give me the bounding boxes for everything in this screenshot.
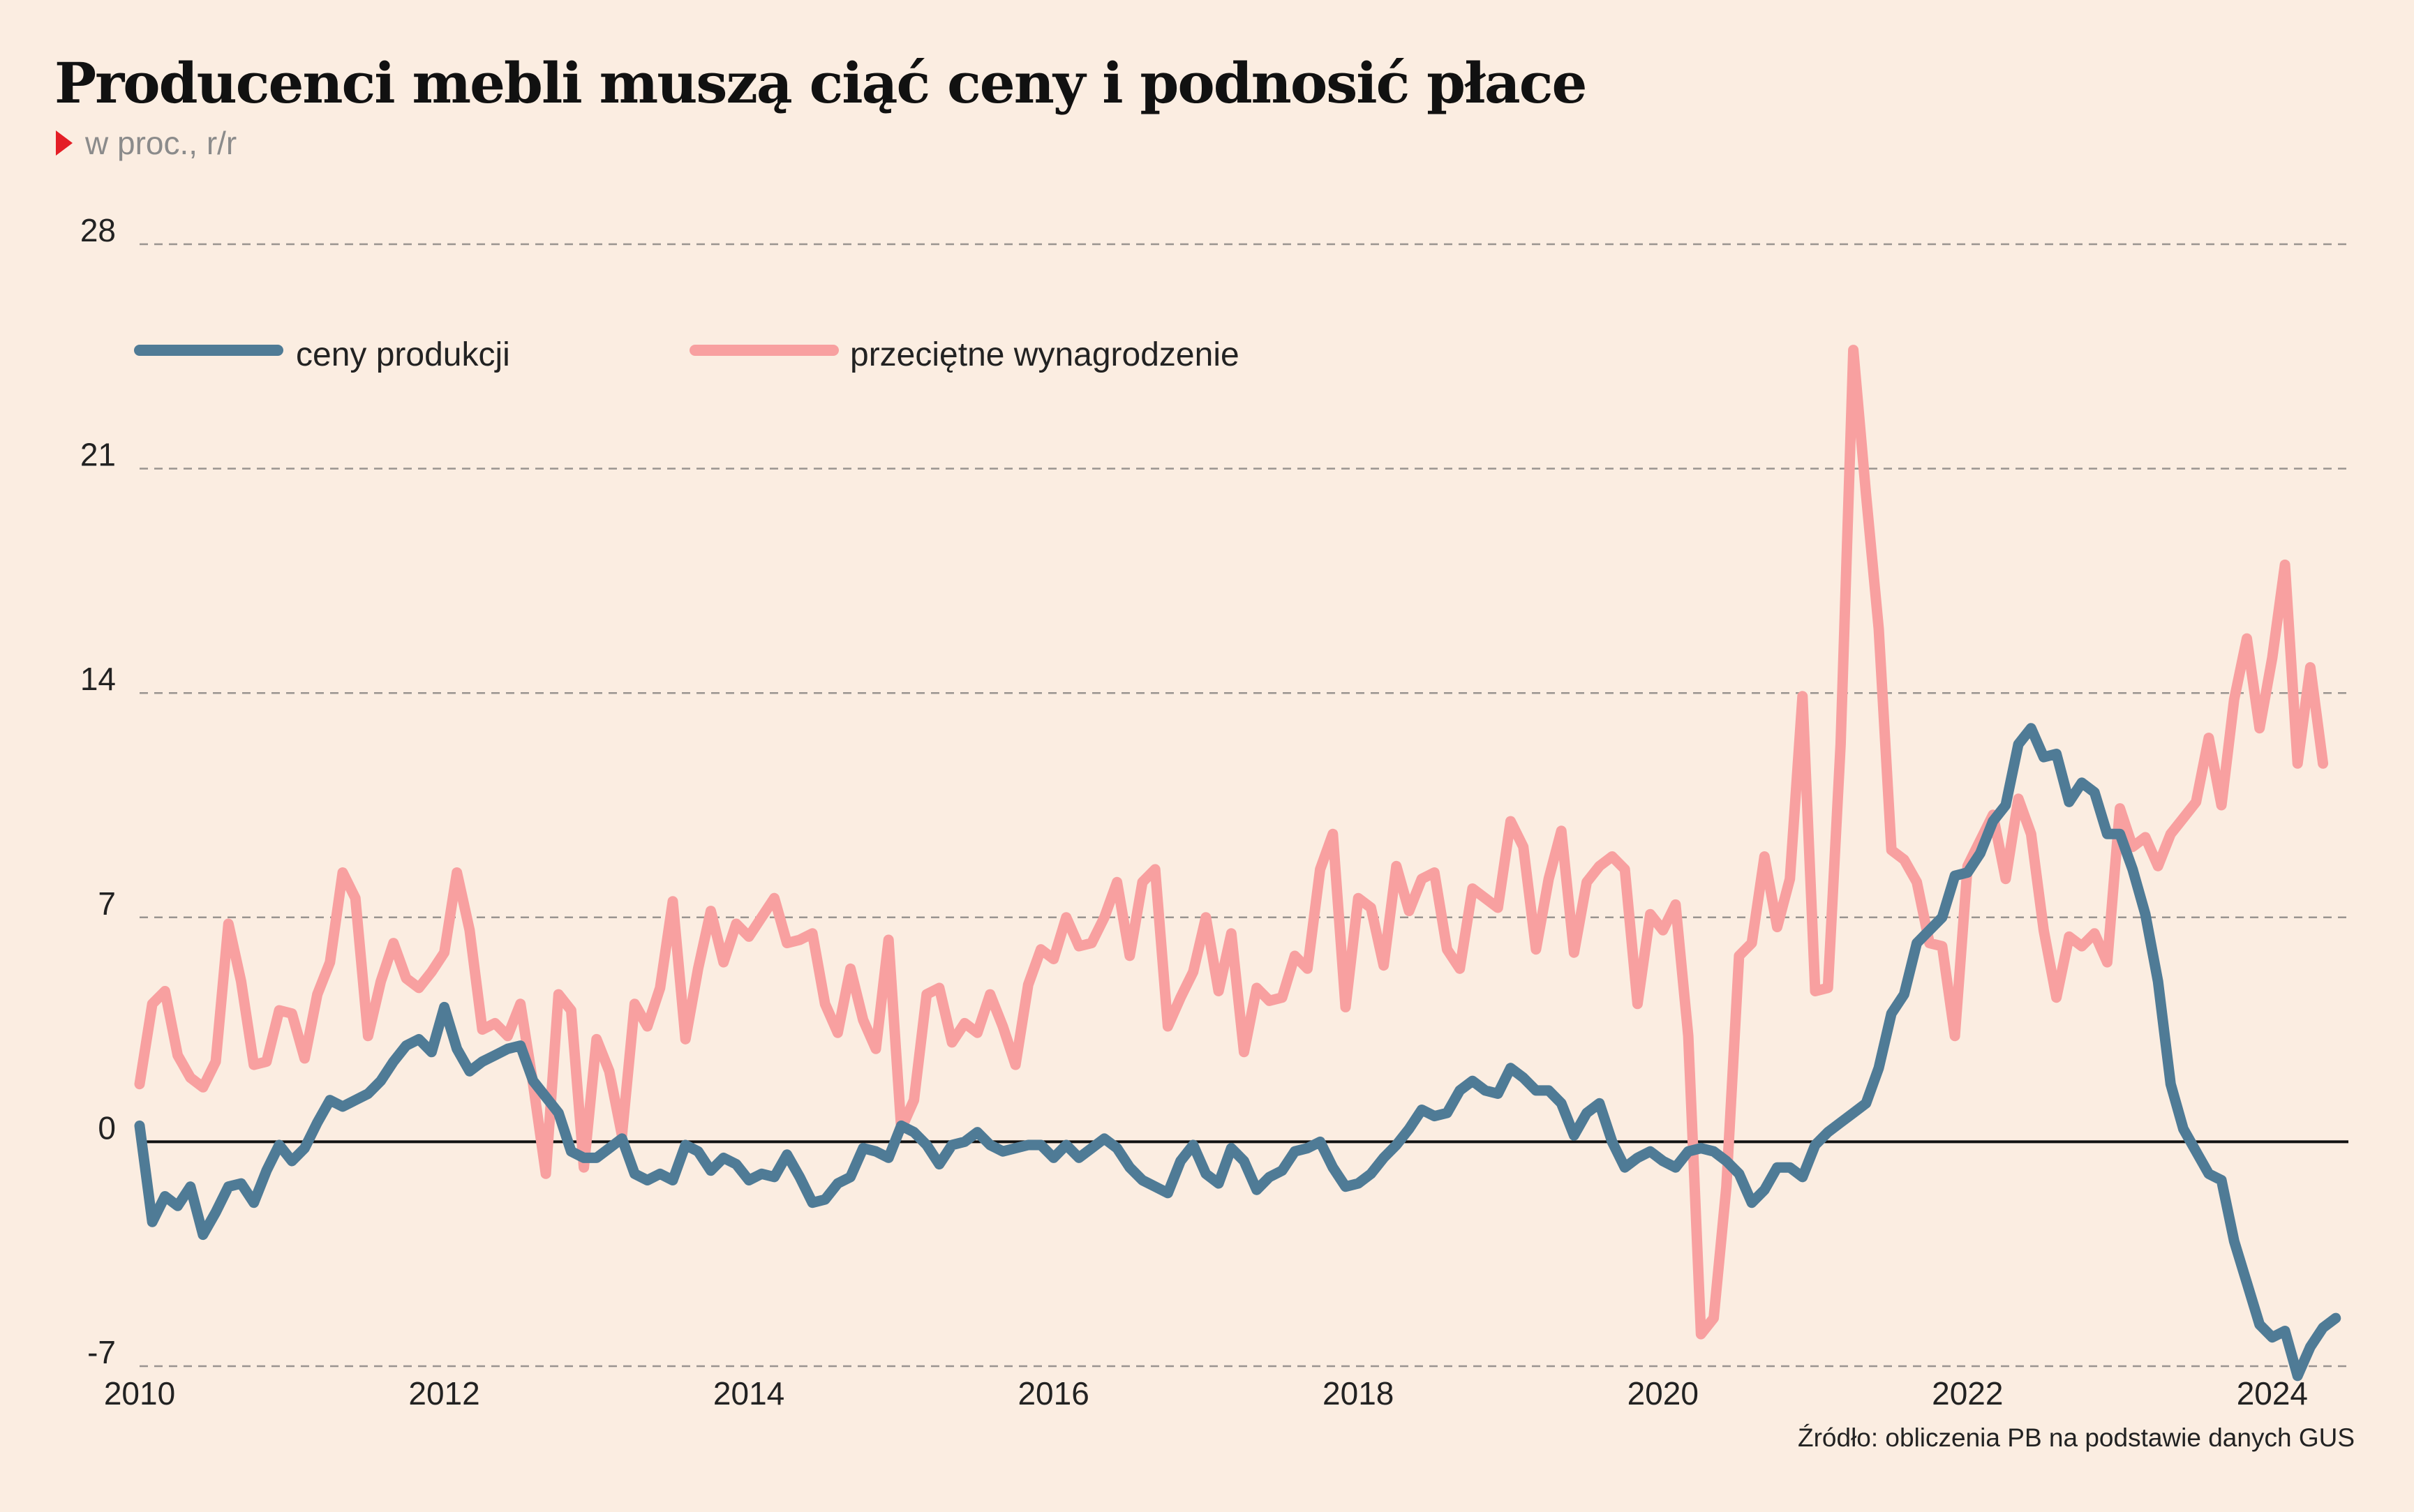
x-tick-label: 2020: [1627, 1375, 1699, 1412]
legend-label-ceny-produkcji: ceny produkcji: [296, 336, 510, 373]
x-tick-label: 2014: [713, 1375, 784, 1412]
series-lines: [134, 345, 2341, 1382]
x-tick-label: 2016: [1018, 1375, 1089, 1412]
x-tick-label: 2010: [104, 1375, 175, 1412]
x-tick-label: 2012: [408, 1375, 479, 1412]
legend: ceny produkcji przeciętne wynagrodzenie: [134, 336, 1239, 373]
x-tick-label: 2018: [1323, 1375, 1394, 1412]
y-tick-label: 0: [98, 1109, 116, 1146]
subtitle-text: w proc., r/r: [85, 125, 237, 161]
series-line-przecietne-wynagrodzenie: [134, 345, 2329, 1340]
subtitle: w proc., r/r: [56, 124, 237, 162]
triangle-marker-icon: [56, 130, 73, 156]
source-note: Źródło: obliczenia PB na podstawie danyc…: [1798, 1423, 2355, 1452]
y-tick-label: 7: [98, 885, 116, 922]
legend-label-przecietne-wynagrodzenie: przeciętne wynagrodzenie: [850, 336, 1239, 373]
y-tick-label: 14: [80, 661, 116, 697]
y-axis-tick-labels: 28 21 14 7 0 -7: [80, 212, 116, 1370]
grid-lines: [140, 243, 2348, 1368]
x-axis-tick-labels: 2010 2012 2014 2016 2018 2020 2022 2024: [104, 1375, 2308, 1412]
x-tick-label: 2022: [1932, 1375, 2003, 1412]
y-tick-label: 21: [80, 437, 116, 473]
chart-title: Producenci mebli muszą ciąć ceny i podno…: [54, 50, 1587, 116]
y-tick-label: -7: [87, 1334, 116, 1370]
series-line-ceny-produkcji: [134, 723, 2341, 1382]
y-tick-label: 28: [80, 212, 116, 248]
x-tick-label: 2024: [2237, 1375, 2308, 1412]
